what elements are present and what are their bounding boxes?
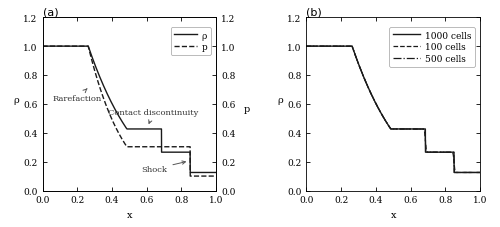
Line: 1000 cells: 1000 cells [306, 47, 480, 173]
500 cells [455, 171, 461, 174]
500 cells [378, 111, 384, 114]
500 cells [477, 171, 483, 174]
100 cells [370, 97, 376, 100]
X-axis label: x: x [390, 210, 396, 219]
100 cells [474, 171, 480, 174]
100 cells [323, 46, 329, 48]
1000 cells [334, 46, 340, 48]
Text: (b): (b) [306, 7, 322, 17]
500 cells [474, 171, 480, 174]
500 cells [304, 46, 310, 48]
Legend: 1000 cells, 100 cells, 500 cells: 1000 cells, 100 cells, 500 cells [390, 28, 474, 67]
1000 cells [304, 46, 310, 48]
500 cells [334, 46, 340, 48]
1000 cells [370, 97, 376, 100]
100 cells [378, 111, 384, 114]
1000 cells [378, 111, 384, 114]
Y-axis label: ρ: ρ [14, 96, 19, 104]
100 cells [334, 46, 340, 48]
Text: Contact discontinuity: Contact discontinuity [108, 109, 199, 124]
Line: 500 cells: 500 cells [306, 47, 480, 173]
1000 cells [455, 171, 461, 174]
Y-axis label: p: p [244, 104, 250, 113]
Text: Rarefaction: Rarefaction [53, 89, 102, 102]
500 cells [370, 97, 376, 100]
Legend: ρ, p: ρ, p [170, 28, 210, 56]
Y-axis label: ρ: ρ [278, 96, 283, 104]
1000 cells [323, 46, 329, 48]
Text: Shock: Shock [142, 161, 186, 173]
100 cells [454, 171, 460, 174]
1000 cells [477, 171, 483, 174]
100 cells [304, 46, 310, 48]
Text: (a): (a) [42, 7, 58, 17]
500 cells [323, 46, 329, 48]
X-axis label: x: x [126, 210, 132, 219]
100 cells [477, 171, 483, 174]
Line: 100 cells: 100 cells [306, 47, 480, 173]
1000 cells [474, 171, 480, 174]
500 cells [452, 171, 458, 174]
1000 cells [451, 171, 457, 174]
100 cells [455, 171, 461, 174]
